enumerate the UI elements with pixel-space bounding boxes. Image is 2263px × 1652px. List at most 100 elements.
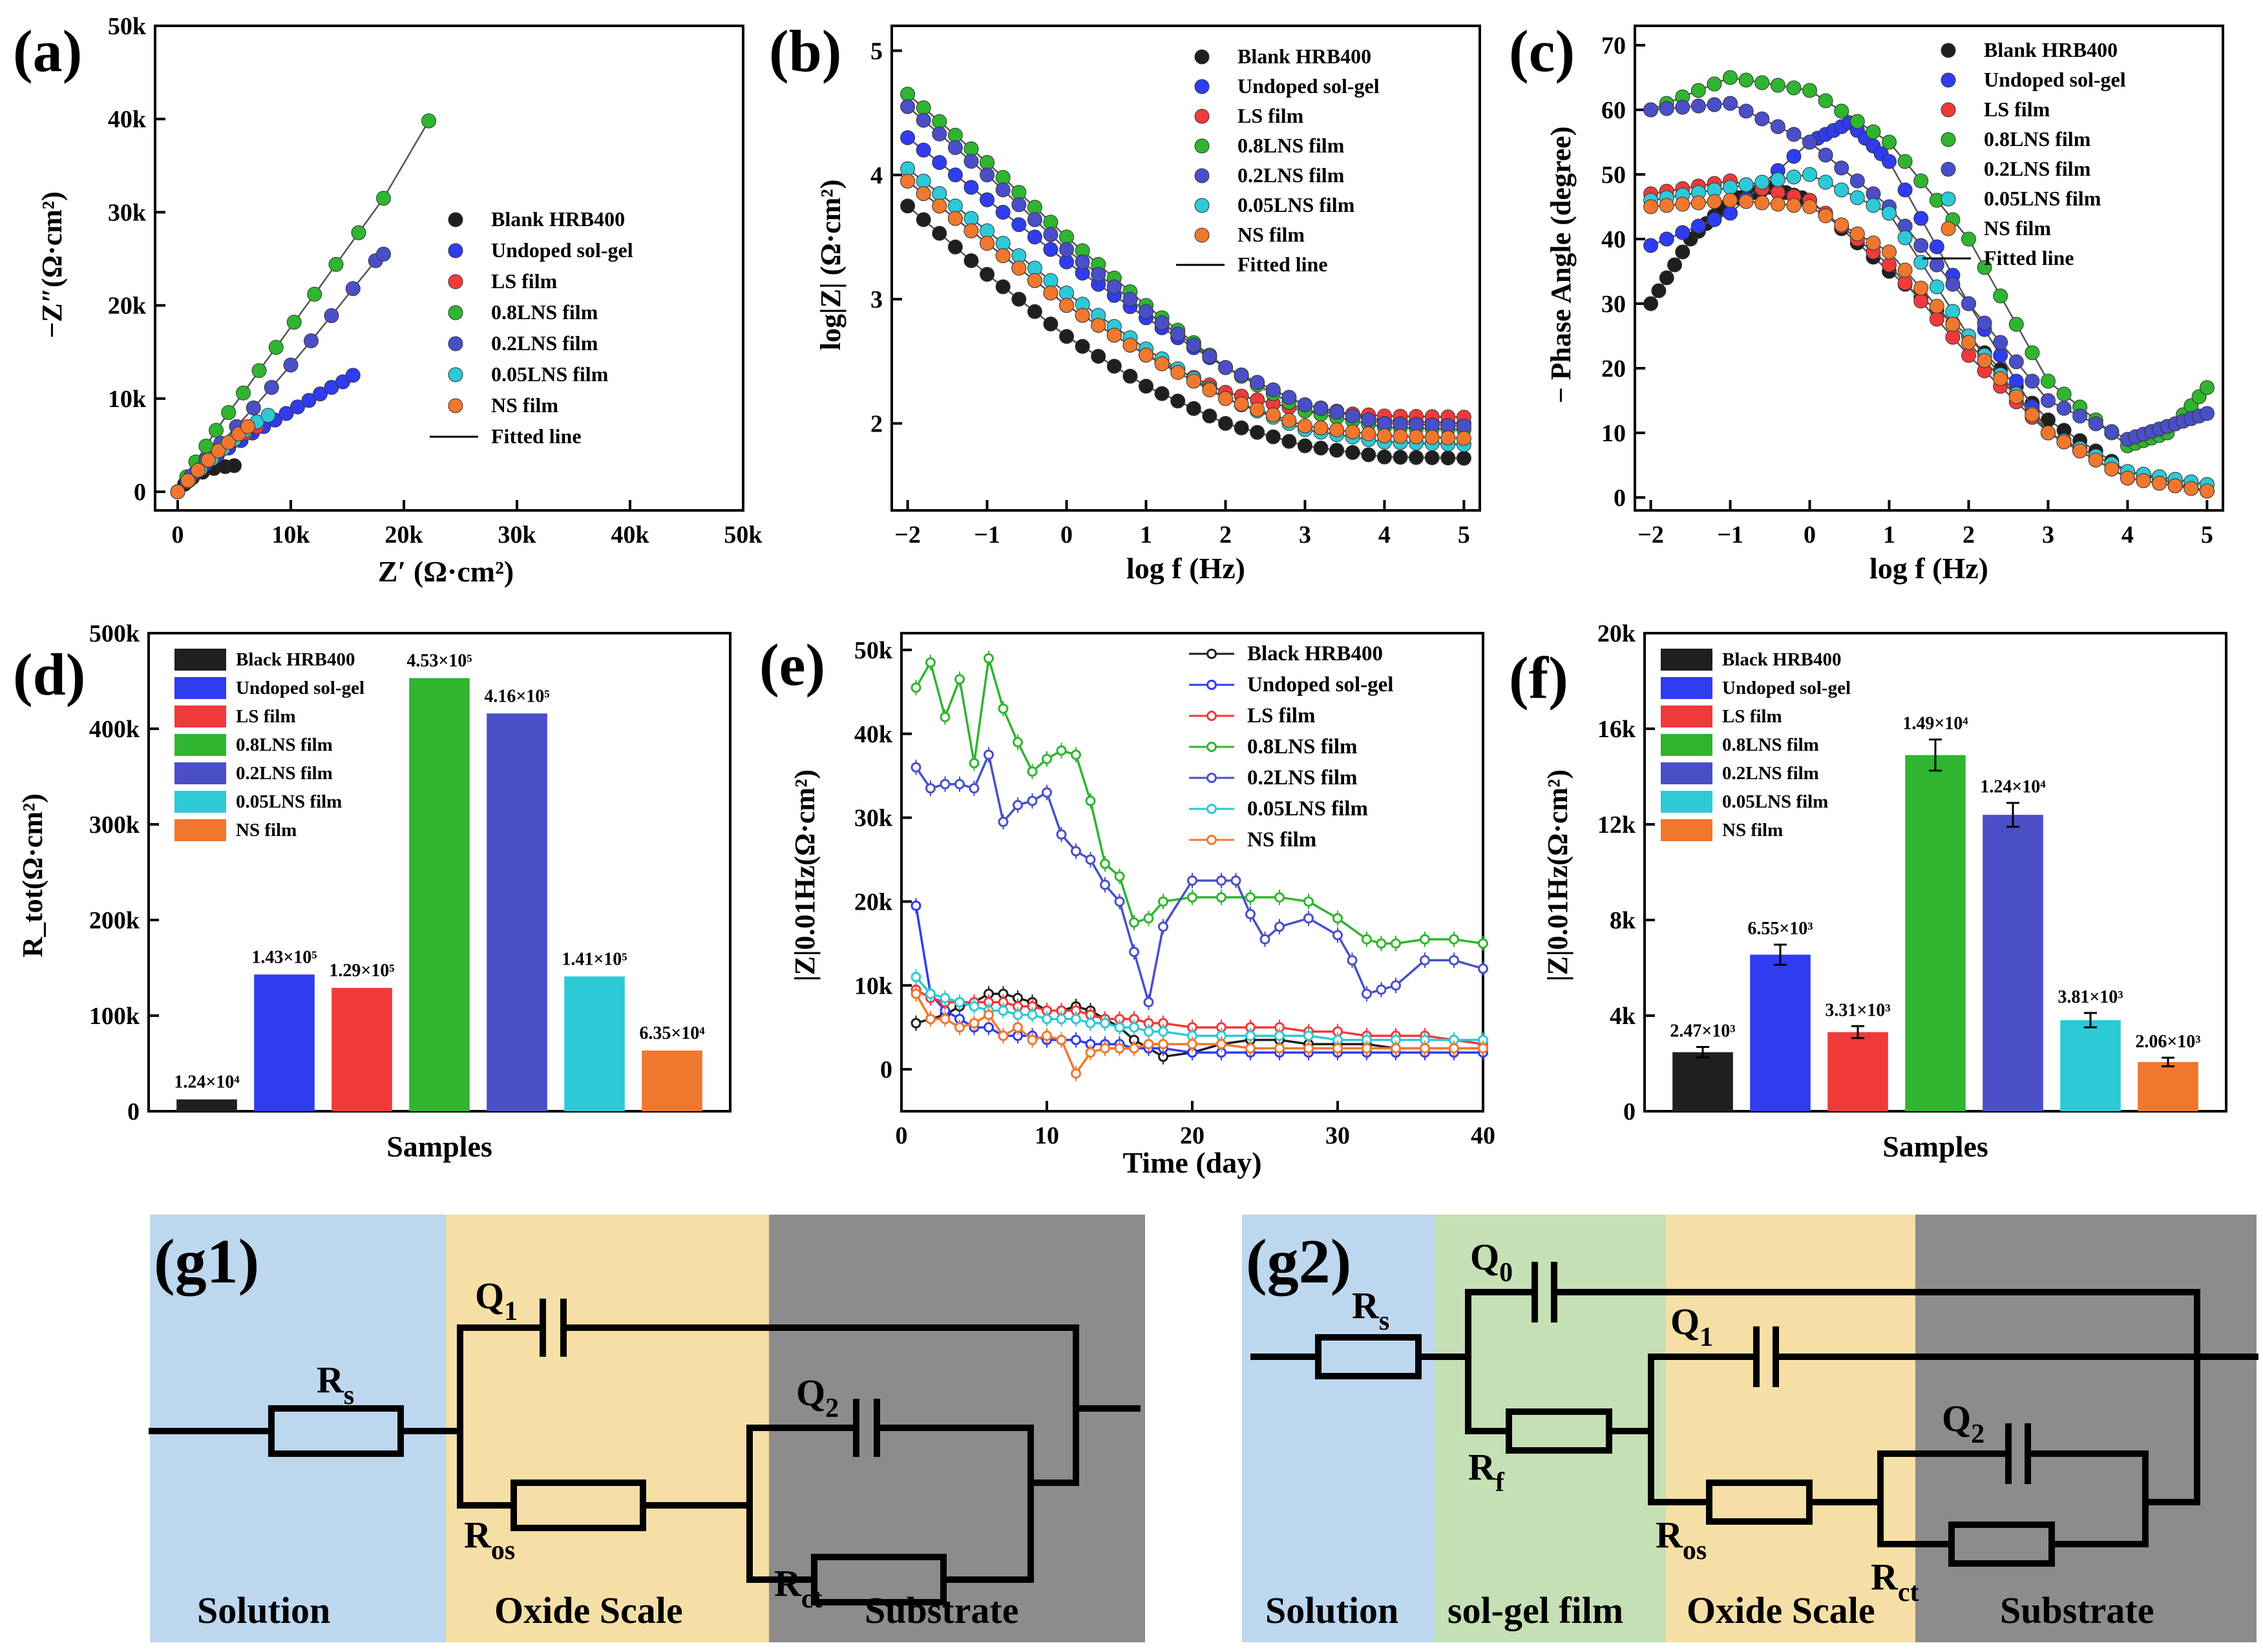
point-ns-film xyxy=(1993,371,2008,386)
g1-region-solution: Solution xyxy=(197,1589,330,1631)
point-0-8lns-film xyxy=(925,657,936,668)
legend-marker-ns-film xyxy=(448,398,463,413)
y-tick-label-e: 0 xyxy=(880,1056,892,1083)
x-tick-label-c: 4 xyxy=(2121,521,2134,549)
point-0-8lns-film xyxy=(910,682,921,693)
point-0-2lns-film xyxy=(324,308,339,324)
point-0-2lns-film xyxy=(264,380,279,395)
point-ns-film xyxy=(995,248,1011,264)
legend-label-0-8lns-film: 0.8LNS film xyxy=(491,300,598,324)
fit-line-ns-film xyxy=(907,180,1464,439)
x-tick-label-b: −1 xyxy=(974,521,1000,549)
point-undoped-sol-gel xyxy=(313,386,328,402)
x-tick-label-a: 10k xyxy=(271,521,310,549)
point-ns-film xyxy=(1754,195,1770,211)
point-blank-hrb400 xyxy=(1217,415,1233,431)
point-0-2lns-film xyxy=(1122,291,1138,307)
fit-line-ls-film xyxy=(907,180,1464,419)
legend-marker-0-8lns-film xyxy=(1194,138,1210,154)
point-blank-hrb400 xyxy=(1409,450,1424,465)
legend-label-undoped-sol-gel: Undoped sol-gel xyxy=(236,678,364,698)
point-0-2lns-film xyxy=(2056,401,2072,416)
point-ns-film xyxy=(900,173,916,189)
point-blank-hrb400 xyxy=(1424,450,1440,465)
y-tick-label-c: 20 xyxy=(1601,355,1626,382)
panel-label-e: (e) xyxy=(759,632,825,698)
point-0-2lns-film xyxy=(1456,418,1471,434)
g2-region-substrate: Substrate xyxy=(2000,1589,2154,1631)
point-0-2lns-film xyxy=(1075,254,1090,269)
point-0-05lns-film xyxy=(260,408,276,423)
y-tick-label-a: 20k xyxy=(108,293,147,320)
y-tick-label-a: 10k xyxy=(108,386,147,413)
legend-label-fitted-line: Fitted line xyxy=(1984,246,2074,269)
point-undoped-sol-gel xyxy=(1675,225,1690,240)
point-0-2lns-film xyxy=(1259,934,1270,945)
point-0-8lns-film xyxy=(1723,70,1738,85)
point-undoped-sol-gel xyxy=(910,900,921,911)
g2-q2-sub: 2 xyxy=(1971,1419,1984,1449)
point-ns-film xyxy=(916,186,931,202)
g2-region-oxide: Oxide Scale xyxy=(1687,1589,1875,1631)
point-0-05lns-film xyxy=(1786,169,1802,185)
point-ns-film xyxy=(1217,391,1233,406)
point-0-05lns-film xyxy=(1114,1022,1125,1033)
bar-ls-film xyxy=(1827,1032,1888,1111)
legend-label-blank-hrb400: Blank HRB400 xyxy=(491,207,625,231)
point-0-8lns-film xyxy=(1129,917,1139,928)
point-0-05lns-film xyxy=(1245,1030,1256,1041)
y-tick-label-b: 2 xyxy=(870,410,883,437)
g2-rs-sub: s xyxy=(1379,1306,1389,1336)
point-0-2lns-film xyxy=(1424,417,1440,433)
point-ns-film xyxy=(1085,1047,1096,1058)
g2-q0-sub: 0 xyxy=(1499,1258,1513,1288)
point-undoped-sol-gel xyxy=(301,393,317,408)
point-0-2lns-film xyxy=(1690,98,1706,114)
point-ns-film xyxy=(1274,1043,1285,1054)
g1-wires xyxy=(149,1299,1141,1605)
point-0-8lns-film xyxy=(1802,83,1818,98)
point-0-8lns-film xyxy=(198,438,214,454)
legend-label-ls-film: LS film xyxy=(491,269,558,293)
legend-label-blank-hrb400: Blank HRB400 xyxy=(1984,38,2118,61)
legend-label-0-8lns-film: 0.8LNS film xyxy=(1237,134,1345,157)
legend-label-0-2lns-film: 0.2LNS film xyxy=(1722,763,1819,784)
g1-oxide-region xyxy=(446,1215,769,1642)
point-ns-film xyxy=(1042,1030,1052,1041)
point-blank-hrb400 xyxy=(1122,368,1138,384)
legend-swatch-black-hrb400 xyxy=(174,649,226,671)
point-0-8lns-film xyxy=(1071,749,1081,760)
point-blank-hrb400 xyxy=(1043,317,1058,332)
legend-label-black-hrb400: Black HRB400 xyxy=(236,649,355,670)
point-ls-film xyxy=(1929,311,1944,327)
point-0-05lns-film xyxy=(1818,174,1833,190)
point-blank-hrb400 xyxy=(1075,339,1090,354)
x-tick-label-c: 2 xyxy=(1963,521,1975,549)
point-ns-film xyxy=(1114,1043,1125,1054)
legend-marker-0-8lns-film xyxy=(1206,742,1217,752)
y-tick-label-e: 50k xyxy=(854,637,893,664)
point-0-2lns-film xyxy=(1376,984,1387,995)
point-0-8lns-film xyxy=(963,141,979,156)
g1-panel-label: (g1) xyxy=(154,1227,259,1297)
point-0-8lns-film xyxy=(1332,913,1343,924)
point-undoped-sol-gel xyxy=(345,368,361,383)
point-0-2lns-film xyxy=(1274,921,1285,932)
x-axis-label-a: Z′ (Ω·cm²) xyxy=(378,555,514,588)
point-0-8lns-film xyxy=(251,363,267,379)
point-ns-film xyxy=(2008,389,2024,404)
legend-label-0-2lns-film: 0.2LNS film xyxy=(1984,157,2091,180)
legend-label-blank-hrb400: Blank HRB400 xyxy=(1237,45,1371,68)
point-blank-hrb400 xyxy=(1091,349,1106,364)
y-tick-label-d: 400k xyxy=(89,716,140,743)
x-tick-label-e: 30 xyxy=(1325,1122,1350,1149)
legend-swatch-ls-film xyxy=(1661,706,1712,727)
legend-swatch-0-2lns-film xyxy=(1661,762,1712,784)
legend-swatch-undoped-sol-gel xyxy=(1661,677,1712,699)
point-0-2lns-film xyxy=(1818,147,1833,163)
series-line-0-2lns-film xyxy=(915,751,1484,1003)
point-0-8lns-film xyxy=(376,191,391,206)
bar-ns-film xyxy=(2138,1061,2198,1111)
point-0-2lns-film xyxy=(2025,373,2040,389)
point-0-05lns-film xyxy=(1274,1030,1285,1041)
